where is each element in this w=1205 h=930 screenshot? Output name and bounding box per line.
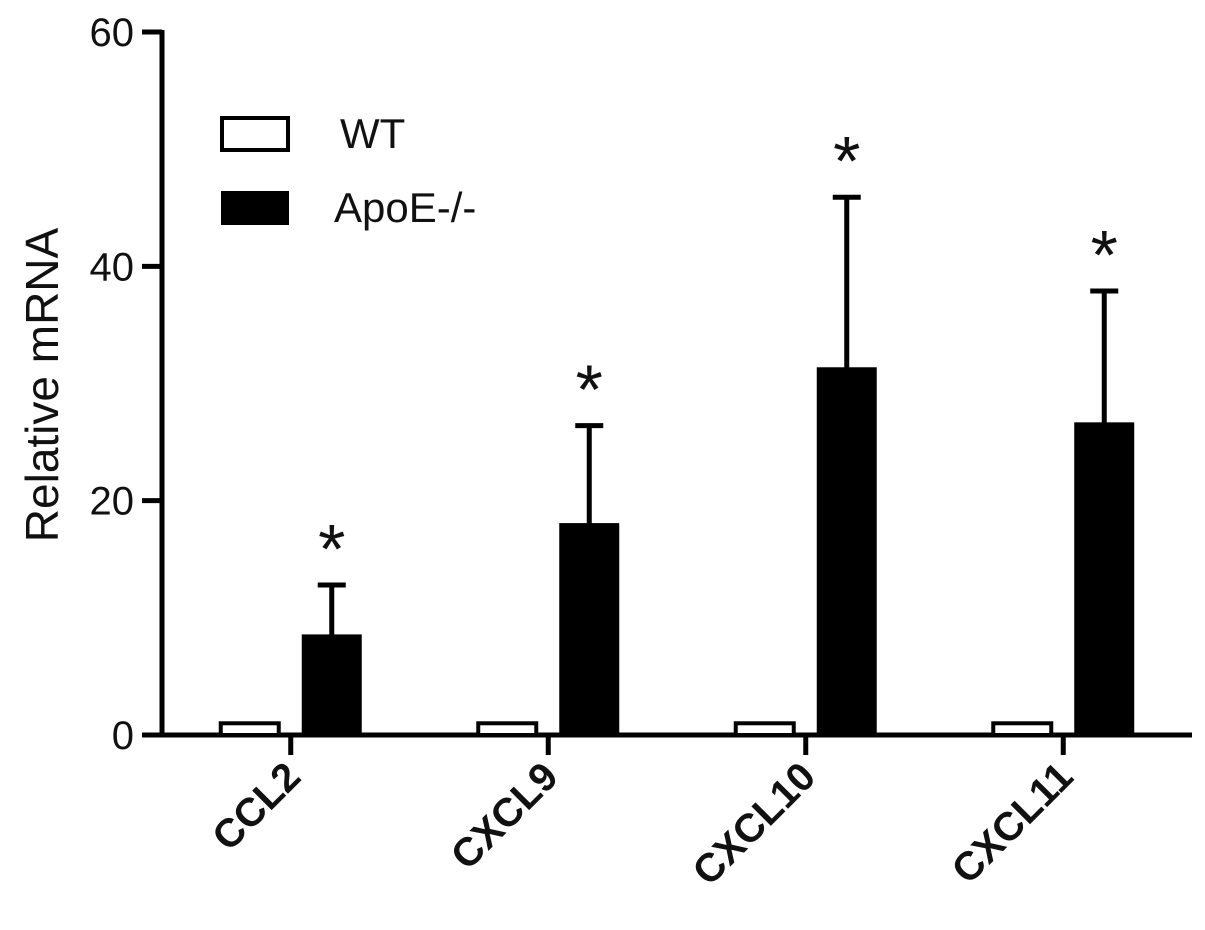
x-tick-label: CXCL11: [944, 754, 1082, 892]
significance-marker: *: [833, 122, 860, 200]
legend-label-apoe: ApoE-/-: [334, 184, 476, 231]
bar-apoe: [301, 634, 362, 736]
bar-wt: [733, 721, 796, 737]
significance-marker: *: [576, 351, 603, 429]
y-axis-title: Relative mRNA: [16, 227, 68, 542]
bars: * * * *: [218, 122, 1135, 737]
legend: WT ApoE-/-: [220, 110, 476, 231]
bar-apoe: [1074, 422, 1135, 736]
bar-wt: [218, 721, 281, 737]
significance-marker: *: [1091, 216, 1118, 294]
x-tick-label: CCL2: [204, 754, 309, 859]
bar-wt: [476, 721, 539, 737]
bar-wt: [991, 721, 1054, 737]
bar-apoe: [559, 523, 620, 736]
legend-swatch-wt: [220, 116, 290, 152]
bar-apoe: [816, 367, 877, 736]
y-tick-label: 60: [90, 11, 135, 55]
x-tick-label: CXCL9: [443, 754, 567, 878]
significance-marker: *: [318, 510, 345, 588]
legend-label-wt: WT: [340, 110, 405, 157]
y-tick-label: 20: [90, 480, 135, 524]
x-tick-label: CXCL10: [685, 754, 825, 894]
y-tick-label: 40: [90, 245, 135, 289]
legend-swatch-apoe: [221, 191, 289, 225]
y-tick-label: 0: [112, 714, 134, 758]
